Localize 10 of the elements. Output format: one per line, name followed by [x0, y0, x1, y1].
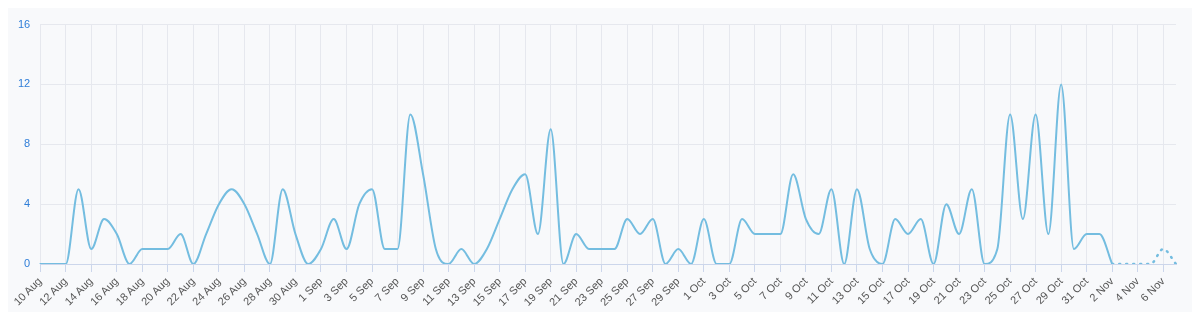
y-tick-label: 16	[17, 17, 31, 30]
x-tick-label: 7 Oct	[756, 274, 784, 302]
y-tick-label: 12	[17, 77, 31, 90]
y-tick-label: 0	[24, 257, 31, 270]
x-tick-label: 7 Sep	[372, 274, 402, 304]
x-tick-label: 3 Oct	[705, 274, 733, 302]
y-tick-label: 4	[24, 197, 31, 210]
x-tick-label: 1 Oct	[680, 274, 708, 302]
y-tick-label: 8	[24, 137, 31, 150]
x-tick-label: 5 Oct	[731, 274, 759, 302]
